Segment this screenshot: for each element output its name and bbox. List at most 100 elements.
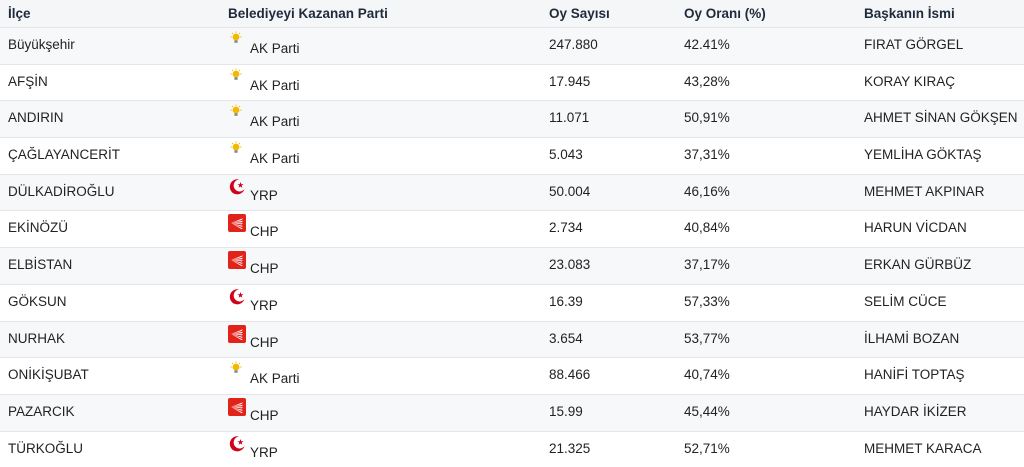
baskan-cell: MEHMET AKPINAR <box>864 183 985 199</box>
parti-cell: CHP <box>228 397 279 423</box>
ak-parti-bulb-icon <box>228 31 246 49</box>
parti-name: YRP <box>250 187 278 203</box>
ilce-cell: AFŞİN <box>8 73 48 89</box>
yrp-crescent-icon <box>228 178 246 196</box>
oy-sayisi-cell: 21.325 <box>549 440 591 456</box>
chp-arrows-icon <box>228 397 246 416</box>
baskan-cell: KORAY KIRAÇ <box>864 73 956 89</box>
ilce-cell: ONİKİŞUBAT <box>8 367 89 383</box>
table-header: İlçe Belediyeyi Kazanan Parti Oy Sayısı … <box>0 0 1024 27</box>
header-ilce: İlçe <box>8 6 31 21</box>
ilce-cell: DÜLKADİROĞLU <box>8 183 115 199</box>
oy-orani-cell: 53,77% <box>684 330 730 346</box>
parti-cell: AK Parti <box>228 68 300 93</box>
table-row: GÖKSUN YRP 16.39 57,33% SELİM CÜCE <box>0 283 1024 321</box>
oy-sayisi-cell: 88.466 <box>549 367 591 383</box>
baskan-cell: AHMET SİNAN GÖKŞEN <box>864 110 1018 126</box>
baskan-cell: ERKAN GÜRBÜZ <box>864 257 972 273</box>
oy-orani-cell: 37,31% <box>684 147 730 163</box>
parti-cell: YRP <box>228 288 278 313</box>
ilce-cell: ÇAĞLAYANCERİT <box>8 147 121 163</box>
header-oy-orani: Oy Oranı (%) <box>684 6 766 21</box>
oy-sayisi-cell: 15.99 <box>549 403 583 419</box>
table-row: NURHAK CHP 3.654 53,77% İLHAMİ BOZAN <box>0 320 1024 358</box>
parti-cell: CHP <box>228 251 279 276</box>
yrp-crescent-icon <box>228 435 246 453</box>
parti-name: CHP <box>250 261 279 277</box>
chp-arrows-icon <box>228 251 246 270</box>
table-row: TÜRKOĞLU YRP 21.325 52,71% MEHMET KARACA <box>0 430 1024 467</box>
baskan-cell: İLHAMİ BOZAN <box>864 330 960 346</box>
parti-name: AK Parti <box>250 151 300 167</box>
parti-cell: CHP <box>228 324 279 350</box>
oy-sayisi-cell: 16.39 <box>549 293 583 309</box>
yrp-crescent-icon <box>228 288 246 306</box>
ilce-cell: GÖKSUN <box>8 293 67 309</box>
oy-sayisi-cell: 2.734 <box>549 220 583 236</box>
header-parti: Belediyeyi Kazanan Parti <box>228 6 388 21</box>
parti-name: AK Parti <box>250 114 300 130</box>
table-row: ELBİSTAN CHP 23.083 37,17% ERKAN GÜRBÜZ <box>0 247 1024 284</box>
oy-sayisi-cell: 50.004 <box>549 183 591 199</box>
oy-orani-cell: 52,71% <box>684 440 730 456</box>
table-row: ANDIRIN AK Parti 11.071 50,91% AHMET SİNAN G… <box>0 100 1024 138</box>
parti-name: YRP <box>250 297 278 313</box>
parti-name: AK Parti <box>250 371 300 387</box>
oy-orani-cell: 46,16% <box>684 183 730 199</box>
oy-orani-cell: 45,44% <box>684 403 730 419</box>
ak-parti-bulb-icon <box>228 141 246 159</box>
baskan-cell: FIRAT GÖRGEL <box>864 37 964 52</box>
ak-parti-bulb-icon <box>228 104 246 122</box>
ilce-cell: ANDIRIN <box>8 110 64 126</box>
baskan-cell: MEHMET KARACA <box>864 440 982 456</box>
parti-cell: CHP <box>228 214 279 239</box>
ilce-cell: EKİNÖZÜ <box>8 220 69 236</box>
table-row: ONİKİŞUBAT AK Parti 88.466 40,74% HANİFİ TOP… <box>0 357 1024 394</box>
oy-orani-cell: 37,17% <box>684 257 730 273</box>
ilce-cell: Büyükşehir <box>8 37 75 52</box>
table-row: EKİNÖZÜ CHP 2.734 40,84% HARUN VİCDAN <box>0 210 1024 247</box>
table-row: DÜLKADİROĞLU YRP 50.004 46,16% MEHMET AKPINA… <box>0 173 1024 211</box>
header-baskan: Başkanın İsmi <box>864 6 955 21</box>
parti-cell: YRP <box>228 435 278 460</box>
ilce-cell: ELBİSTAN <box>8 257 73 273</box>
oy-orani-cell: 40,74% <box>684 367 730 383</box>
parti-name: AK Parti <box>250 41 300 56</box>
oy-sayisi-cell: 11.071 <box>549 110 590 126</box>
oy-sayisi-cell: 3.654 <box>549 330 583 346</box>
baskan-cell: HAYDAR İKİZER <box>864 403 967 419</box>
baskan-cell: YEMLİHA GÖKTAŞ <box>864 147 982 163</box>
ilce-cell: NURHAK <box>8 330 66 346</box>
parti-cell: AK Parti <box>228 141 300 166</box>
ak-parti-bulb-icon <box>228 361 246 379</box>
oy-orani-cell: 43,28% <box>684 73 730 89</box>
table-row: Büyükşehir AK Parti 247.880 42.41% FIRAT GÖR… <box>0 27 1024 64</box>
parti-name: CHP <box>250 407 279 423</box>
oy-sayisi-cell: 247.880 <box>549 37 598 52</box>
baskan-cell: HANİFİ TOPTAŞ <box>864 367 965 383</box>
baskan-cell: SELİM CÜCE <box>864 293 947 309</box>
oy-orani-cell: 42.41% <box>684 37 730 52</box>
parti-name: AK Parti <box>250 77 300 93</box>
parti-cell: AK Parti <box>228 31 300 56</box>
parti-cell: YRP <box>228 178 278 203</box>
chp-arrows-icon <box>228 214 246 233</box>
ak-parti-bulb-icon <box>228 68 246 86</box>
chp-arrows-icon <box>228 324 246 343</box>
oy-orani-cell: 50,91% <box>684 110 730 126</box>
table-row: AFŞİN AK Parti 17.945 43,28% KORAY KIRAÇ <box>0 63 1024 101</box>
oy-orani-cell: 40,84% <box>684 220 730 236</box>
oy-sayisi-cell: 17.945 <box>549 73 591 89</box>
parti-name: CHP <box>250 224 279 240</box>
oy-sayisi-cell: 23.083 <box>549 257 591 273</box>
baskan-cell: HARUN VİCDAN <box>864 220 967 236</box>
parti-name: YRP <box>250 444 278 460</box>
parti-cell: AK Parti <box>228 104 300 129</box>
ilce-cell: PAZARCIK <box>8 403 75 419</box>
table-row: ÇAĞLAYANCERİT AK Parti 5.043 37,31% YEMLİHA … <box>0 137 1024 174</box>
header-oy-sayisi: Oy Sayısı <box>549 6 610 21</box>
oy-orani-cell: 57,33% <box>684 293 730 309</box>
table-row: PAZARCIK CHP 15.99 45,44% HAYDAR İKİZER <box>0 393 1024 431</box>
parti-name: CHP <box>250 334 279 350</box>
